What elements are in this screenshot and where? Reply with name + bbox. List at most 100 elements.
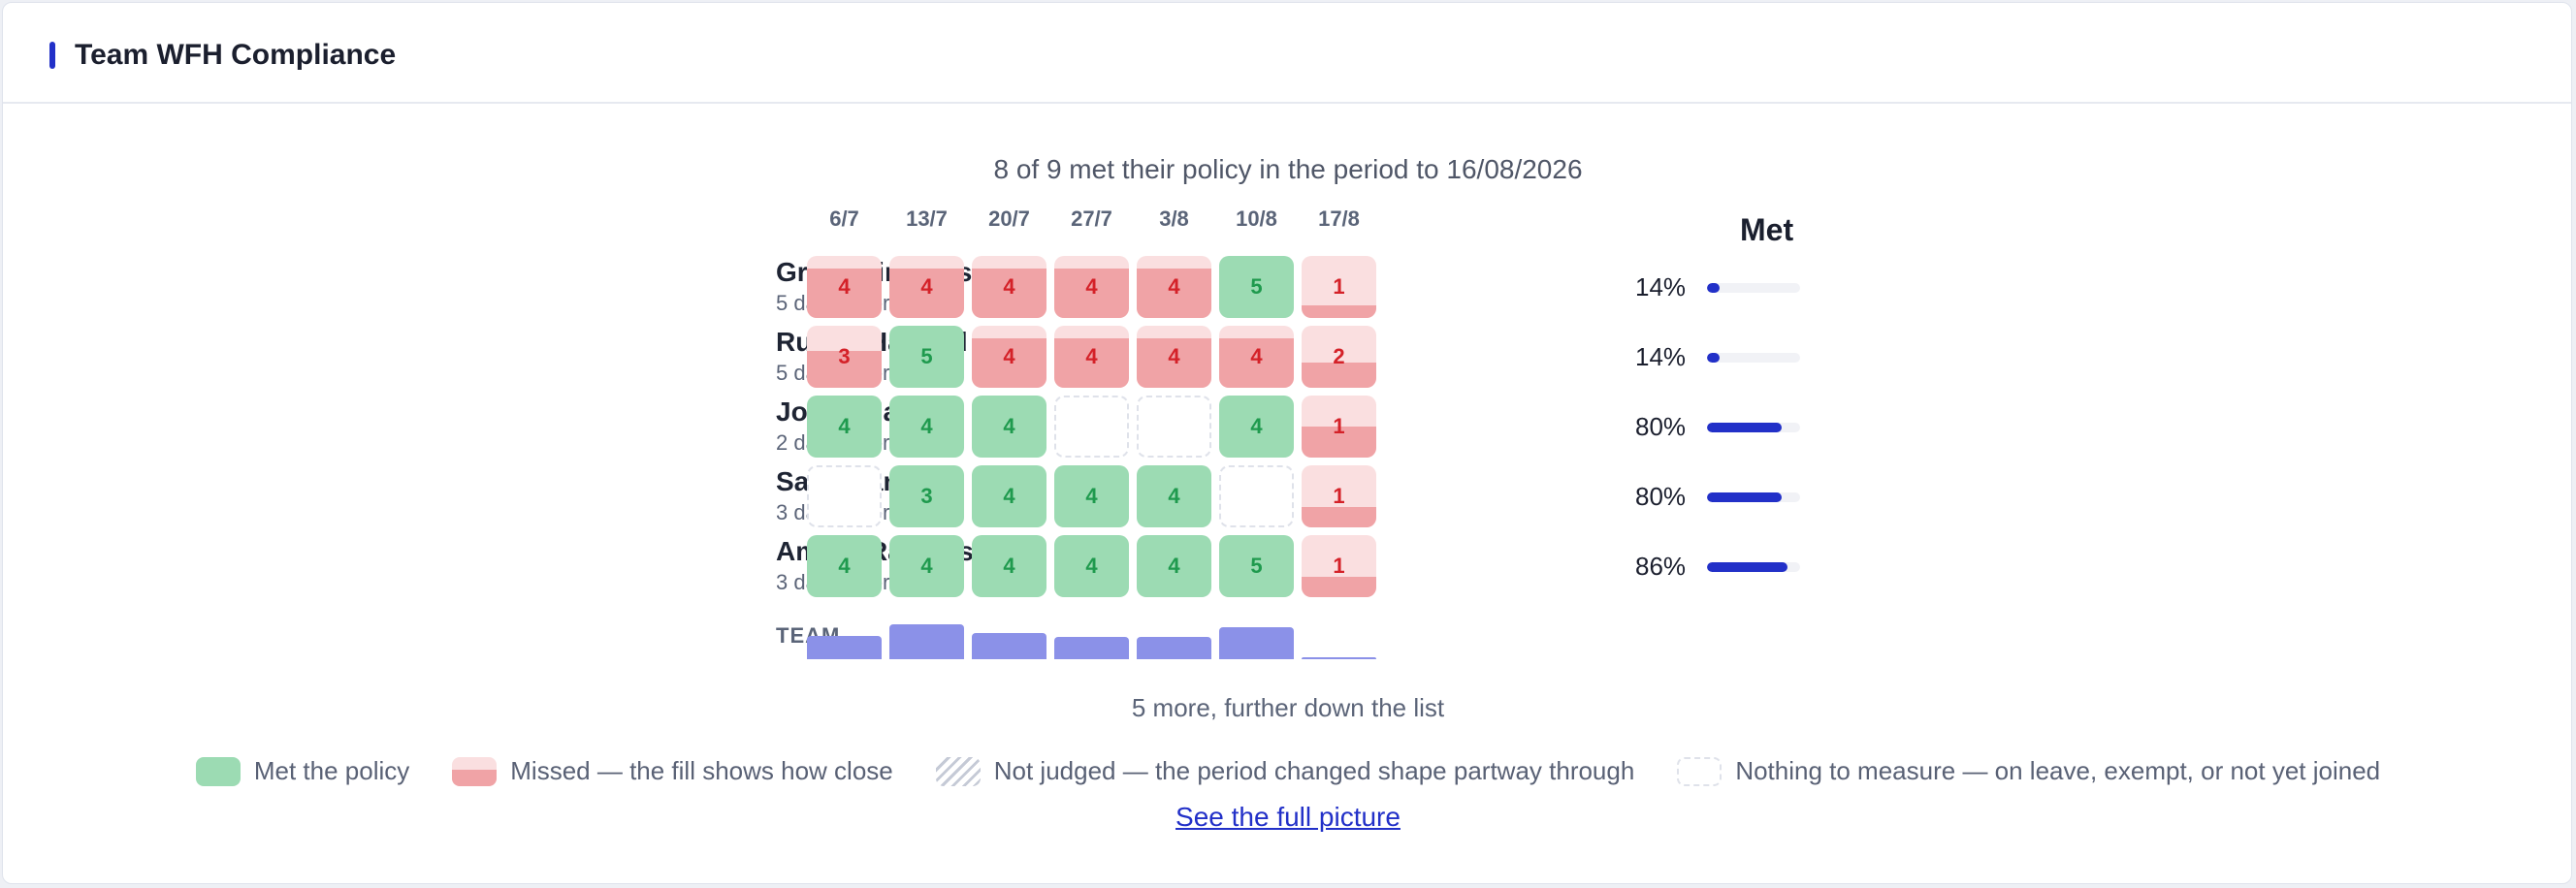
week-cell-met[interactable]: 4 [807, 396, 882, 458]
week-cell-met[interactable]: 4 [807, 535, 882, 597]
legend-swatch-missed [452, 756, 498, 786]
week-cell-value: 4 [1250, 414, 1263, 438]
team-week-bar [1137, 637, 1211, 659]
met-column-header: Met [1740, 212, 1794, 247]
person-row[interactable]: Ruben Haddad5 day(s) per week354444214% [776, 326, 1852, 392]
week-cell-missed[interactable]: 1 [1302, 535, 1376, 597]
week-cell-value: 4 [920, 414, 933, 438]
week-cell-value: 4 [838, 414, 851, 438]
more-rows-note: 5 more, further down the list [1131, 693, 1445, 722]
week-cell-missed[interactable]: 4 [1219, 326, 1294, 388]
team-week-bar [1054, 637, 1129, 659]
legend-item-empty: Nothing to measure — on leave, exempt, o… [1677, 756, 2380, 786]
week-cell-missed[interactable]: 4 [807, 256, 882, 318]
missed-closeness-fill [1137, 268, 1211, 318]
legend: Met the policy Missed — the fill shows ho… [0, 756, 2576, 786]
week-cell-value: 4 [1085, 274, 1098, 299]
week-cell-missed[interactable]: 4 [889, 256, 964, 318]
missed-closeness-fill [972, 268, 1046, 318]
team-week-bar [1219, 627, 1294, 659]
week-cell-value: 5 [920, 344, 933, 368]
week-cell-missed[interactable]: 4 [1137, 326, 1211, 388]
week-cell-value: 5 [1250, 554, 1263, 578]
week-cell-value [1139, 397, 1209, 456]
met-bar-track [1707, 283, 1800, 293]
week-cell-value: 4 [1168, 274, 1180, 299]
week-cell-missed[interactable]: 4 [972, 256, 1046, 318]
legend-swatch-met [195, 756, 241, 786]
title-accent-bar [49, 42, 55, 69]
week-cell-met[interactable]: 5 [889, 326, 964, 388]
legend-label: Met the policy [253, 756, 410, 785]
week-cell-met[interactable]: 4 [1054, 535, 1129, 597]
week-cell-met[interactable]: 4 [972, 535, 1046, 597]
week-cell-value: 4 [1003, 554, 1015, 578]
met-bar-track [1707, 492, 1800, 502]
column-header-week: 20/7 [988, 206, 1030, 231]
week-cell-value: 4 [920, 554, 933, 578]
met-percentage: 14% [1635, 272, 1687, 301]
full-picture-link-wrap: See the full picture [0, 801, 2576, 834]
missed-closeness-fill [972, 337, 1046, 388]
person-row[interactable]: Grace Lindqvist5 day(s) per week44444511… [776, 256, 1852, 322]
week-cell-value: 4 [920, 274, 933, 299]
week-cell-value: 4 [838, 274, 851, 299]
legend-item-met: Met the policy [195, 756, 410, 786]
legend-label: Missed — the fill shows how close [510, 756, 893, 785]
week-cell-empty[interactable] [1137, 396, 1211, 458]
met-bar-fill [1707, 353, 1721, 363]
person-row[interactable]: Sam Bianchi3 day(s) per week3444180% [776, 465, 1852, 531]
week-cell-value: 1 [1333, 414, 1345, 438]
missed-closeness-fill [1302, 506, 1376, 527]
week-cell-value: 4 [1168, 484, 1180, 508]
column-header-week: 10/8 [1236, 206, 1277, 231]
week-cell-met[interactable]: 4 [1054, 465, 1129, 527]
week-cell-missed[interactable]: 4 [1054, 326, 1129, 388]
missed-closeness-fill [1302, 363, 1376, 388]
card-title: Team WFH Compliance [75, 39, 397, 71]
week-cell-value: 1 [1333, 274, 1345, 299]
week-cell-value: 4 [1085, 344, 1098, 368]
week-cell-met[interactable]: 4 [972, 396, 1046, 458]
missed-closeness-fill [1219, 337, 1294, 388]
met-bar-track [1707, 562, 1800, 572]
week-cell-value [809, 467, 880, 525]
missed-closeness-fill [1302, 427, 1376, 458]
week-cell-missed[interactable]: 4 [1137, 256, 1211, 318]
legend-item-hatch: Not judged — the period changed shape pa… [935, 756, 1634, 786]
week-cell-value: 5 [1250, 274, 1263, 299]
week-cell-met[interactable]: 4 [889, 396, 964, 458]
week-cell-met[interactable]: 5 [1219, 535, 1294, 597]
met-bar-fill [1707, 283, 1721, 293]
week-cell-met[interactable]: 4 [1137, 465, 1211, 527]
week-cell-empty[interactable] [1219, 465, 1294, 527]
week-cell-missed[interactable]: 1 [1302, 396, 1376, 458]
week-cell-met[interactable]: 3 [889, 465, 964, 527]
week-cell-empty[interactable] [1054, 396, 1129, 458]
missed-closeness-fill [1302, 305, 1376, 318]
week-cell-missed[interactable]: 3 [807, 326, 882, 388]
person-row[interactable]: Jonah Haddad2 day(s) per week4444180% [776, 396, 1852, 461]
missed-closeness-fill [1054, 337, 1129, 388]
week-cell-met[interactable]: 4 [1219, 396, 1294, 458]
team-week-bar [807, 636, 882, 659]
week-cell-value [1056, 397, 1127, 456]
week-cell-value: 4 [1168, 344, 1180, 368]
week-cell-met[interactable]: 4 [1137, 535, 1211, 597]
week-cell-met[interactable]: 5 [1219, 256, 1294, 318]
week-cell-met[interactable]: 4 [972, 465, 1046, 527]
legend-swatch-fill [452, 770, 498, 786]
met-bar-fill [1707, 492, 1782, 502]
week-cell-missed[interactable]: 2 [1302, 326, 1376, 388]
week-cell-empty[interactable] [807, 465, 882, 527]
person-row[interactable]: Amara Rasmussen3 day(s) per week44444518… [776, 535, 1852, 601]
week-cell-missed[interactable]: 4 [1054, 256, 1129, 318]
team-week-bar [1302, 657, 1376, 659]
week-cell-met[interactable]: 4 [889, 535, 964, 597]
week-cell-missed[interactable]: 1 [1302, 256, 1376, 318]
missed-closeness-fill [1302, 576, 1376, 597]
week-cell-value: 4 [1085, 484, 1098, 508]
see-full-picture-link[interactable]: See the full picture [1175, 802, 1401, 832]
week-cell-missed[interactable]: 4 [972, 326, 1046, 388]
week-cell-missed[interactable]: 1 [1302, 465, 1376, 527]
